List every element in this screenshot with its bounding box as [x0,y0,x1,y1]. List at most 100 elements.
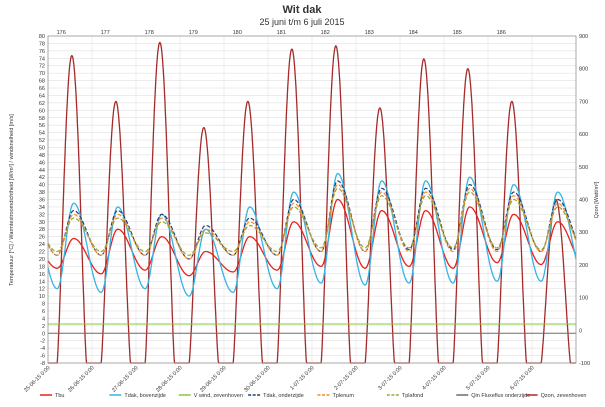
left-tick-label: 30 [39,220,45,226]
left-tick-label: 48 [39,153,45,159]
right-tick-label: 500 [579,165,588,171]
day-number-label: 179 [189,30,198,36]
legend-label: Tplenum [333,393,355,399]
day-number-label: 184 [409,30,418,36]
left-tick-label: 44 [39,168,45,174]
x-tick-label: 29-06-15 0:00 [199,365,227,393]
left-tick-label: 50 [39,145,45,151]
left-tick-label: 72 [39,64,45,70]
legend-label: Tplafond [402,393,423,399]
x-tick-label: 25-06-15 0:00 [23,365,51,393]
day-number-label: 185 [453,30,462,36]
left-tick-label: 52 [39,138,45,144]
right-tick-label: 200 [579,263,588,269]
right-axis: -100 0 100 200 300 400 500 600 700 800 900 [579,34,590,367]
x-tick-label: 2-07-15 0:00 [333,365,359,391]
x-tick-label: 3-07-15 0:00 [377,365,403,391]
left-tick-label: 20 [39,257,45,263]
right-tick-label: 400 [579,198,588,204]
right-tick-label: 700 [579,99,588,105]
left-tick-label: 40 [39,183,45,189]
left-tick-label: 70 [39,71,45,77]
x-tick-label: 26-06-15 0:00 [67,365,95,393]
left-tick-label: 4 [42,316,45,322]
left-tick-label: 58 [39,116,45,122]
right-tick-label: 300 [579,230,588,236]
legend-label: Qin Fluxeflux onderzijde [471,393,530,399]
left-tick-label: -8 [40,361,45,367]
chart-subtitle: 25 juni t/m 6 juli 2015 [259,17,344,27]
x-tick-label: 4-07-15 0:00 [421,365,447,391]
left-tick-label: 56 [39,123,45,129]
left-tick-label: 54 [39,131,45,137]
legend: Tbu Tdak, bovenzijde V wind, zevenhoven Tda… [40,393,587,399]
top-day-axis: 176 177 178 179 180 181 182 183 184 185 186 [57,30,506,36]
left-tick-label: 78 [39,41,45,47]
left-tick-label: -6 [40,354,45,360]
left-tick-label: 14 [39,279,45,285]
left-tick-label: 28 [39,227,45,233]
left-tick-label: 8 [42,302,45,308]
day-number-label: 178 [145,30,154,36]
left-tick-label: 60 [39,108,45,114]
legend-label: Tdak, onderzijde [263,393,304,399]
left-tick-label: 66 [39,86,45,92]
day-number-label: 177 [101,30,110,36]
left-tick-label: 2 [42,324,45,330]
left-tick-label: 24 [39,242,45,248]
left-axis: -8-6-4-202468101214161820222426283032343… [39,34,45,367]
right-tick-label: 100 [579,296,588,302]
legend-label: Tdak, bovenzijde [124,393,166,399]
left-tick-label: 34 [39,205,45,211]
left-tick-label: 0 [42,331,45,337]
left-tick-label: -4 [40,346,45,352]
left-tick-label: 26 [39,235,45,241]
left-tick-label: 42 [39,175,45,181]
series-line [47,198,577,277]
left-tick-label: -2 [40,339,45,345]
day-number-label: 182 [321,30,330,36]
left-tick-label: 36 [39,198,45,204]
left-tick-label: 16 [39,272,45,278]
left-tick-label: 38 [39,190,45,196]
y-axis-right-label: Qzon [Watt/m²] [594,181,600,218]
x-tick-label: 5-07-15 0:00 [465,365,491,391]
series-line [47,187,577,256]
y-axis-left-label: Temperatuur [°C] / Warmtestroomdichtheid… [9,114,15,286]
x-tick-label: 27-06-15 0:00 [111,365,139,393]
legend-label: V wind, zevenhoven [194,393,243,399]
x-tick-label: 6-07-15 0:00 [509,365,535,391]
x-tick-label: 1-07-15 0:00 [289,365,315,391]
right-tick-label: 0 [579,328,582,334]
left-tick-label: 80 [39,34,45,40]
left-tick-label: 22 [39,250,45,256]
right-tick-label: 800 [579,67,588,73]
left-tick-label: 6 [42,309,45,315]
series-line [47,184,577,260]
plot-border [47,35,577,364]
day-number-label: 176 [57,30,66,36]
day-number-label: 181 [277,30,286,36]
left-tick-label: 62 [39,101,45,107]
left-tick-label: 32 [39,212,45,218]
right-tick-label: -100 [579,361,590,367]
x-tick-label: 28-06-15 0:00 [155,365,183,393]
left-tick-label: 10 [39,294,45,300]
left-tick-label: 18 [39,264,45,270]
right-tick-label: 900 [579,34,588,40]
day-number-label: 183 [365,30,374,36]
left-tick-label: 12 [39,287,45,293]
left-tick-label: 76 [39,49,45,55]
left-tick-label: 68 [39,79,45,85]
x-axis: 25-06-15 0:00 26-06-15 0:00 27-06-15 0:00 2… [23,365,535,393]
left-tick-label: 74 [39,56,45,62]
day-number-label: 186 [497,30,506,36]
day-number-label: 180 [233,30,242,36]
left-tick-label: 46 [39,160,45,166]
legend-label: Qzon, zevenhoven [541,393,587,399]
chart-title: Wit dak [282,4,322,16]
x-tick-label: 30-06-15 0:00 [243,365,271,393]
right-tick-label: 600 [579,132,588,138]
legend-label: Tbu [55,393,64,399]
